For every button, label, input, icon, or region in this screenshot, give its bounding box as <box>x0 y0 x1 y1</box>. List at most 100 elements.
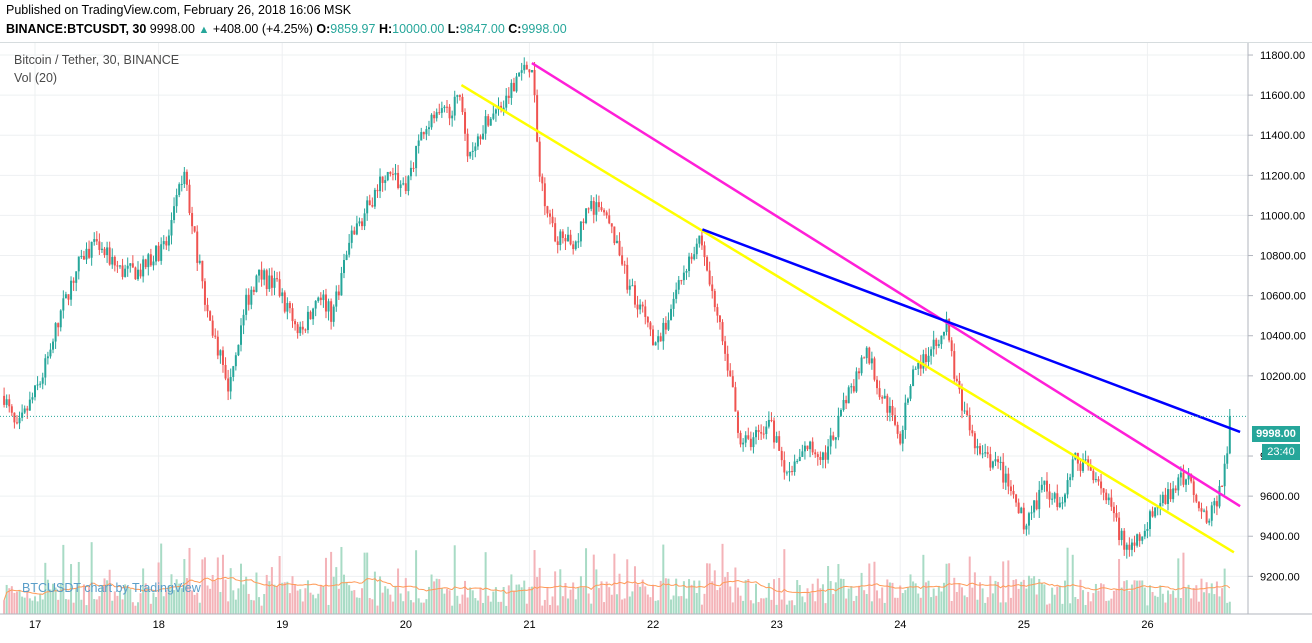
bar-countdown-tag: 23:40 <box>1262 444 1300 460</box>
volume-bar <box>659 580 662 614</box>
volume-bar <box>471 590 474 614</box>
volume-bar <box>806 588 809 614</box>
volume-bar <box>430 574 433 614</box>
candle-body <box>1110 497 1113 507</box>
candle-body <box>646 316 649 323</box>
candle-body <box>201 260 204 282</box>
volume-bar <box>721 543 724 614</box>
volume-bar <box>891 582 894 614</box>
volume-bar <box>21 596 24 614</box>
volume-bar <box>919 597 922 614</box>
volume-bar <box>39 594 42 614</box>
volume-bar <box>507 585 510 614</box>
volume-bar <box>1058 585 1061 614</box>
candle-body <box>487 116 490 126</box>
candle-body <box>129 263 132 266</box>
candle-body <box>203 281 206 305</box>
volume-bar <box>415 550 418 614</box>
candle-body <box>950 340 953 352</box>
volume-bar <box>167 585 170 614</box>
candle-body <box>1015 494 1018 503</box>
volume-bar <box>927 580 930 614</box>
candle-body <box>152 261 155 266</box>
close-value: 9998.00 <box>521 22 567 36</box>
candle-body <box>659 336 662 342</box>
candle-body <box>850 386 853 388</box>
y-tick-label: 9200.00 <box>1260 571 1300 583</box>
volume-bar <box>466 597 469 614</box>
volume-bar <box>791 600 794 614</box>
candle-body <box>1187 473 1190 480</box>
candle-body <box>1035 500 1038 510</box>
volume-bar <box>979 582 982 614</box>
volume-bar <box>340 546 343 614</box>
candle-body <box>451 115 454 119</box>
volume-bar <box>196 592 199 614</box>
volume-bar <box>530 586 533 614</box>
candle-body <box>260 269 263 280</box>
candle-body <box>265 270 268 290</box>
volume-bar <box>3 600 6 614</box>
trend-line-pink <box>531 61 1241 508</box>
candle-body <box>1115 513 1118 518</box>
volume-bar <box>1094 583 1097 614</box>
volume-bar <box>201 559 204 614</box>
candle-body <box>574 241 577 250</box>
candle-body <box>1097 479 1100 482</box>
candle-body <box>1048 491 1051 500</box>
candle-body <box>18 417 21 424</box>
volume-bar <box>131 602 134 614</box>
candle-body <box>113 256 116 266</box>
candle-body <box>626 264 629 290</box>
volume-bar <box>185 578 188 614</box>
volume-bar <box>265 574 268 614</box>
volume-bar <box>1007 560 1010 614</box>
candle-body <box>1138 534 1141 541</box>
volume-bar <box>1097 590 1100 614</box>
volume-bar <box>294 584 297 614</box>
candle-body <box>510 82 513 98</box>
candle-body <box>945 318 948 332</box>
volume-bar <box>930 597 933 614</box>
volume-bar <box>386 588 389 614</box>
volume-bar <box>860 572 863 614</box>
candle-body <box>90 241 93 258</box>
chart-frame[interactable]: 11800.00 11600.00 11400.00 11200.00 11000.00… <box>0 42 1312 638</box>
volume-bar <box>448 590 451 614</box>
volume-bar <box>389 594 392 614</box>
candle-body <box>675 289 678 299</box>
candle-body <box>780 450 783 461</box>
volume-bar <box>549 604 551 614</box>
symbol-label: BINANCE:BTCUSDT, 30 <box>6 22 147 36</box>
volume-bar <box>394 585 397 614</box>
candle-body <box>8 399 11 407</box>
volume-bar <box>41 599 44 614</box>
candle-body <box>600 207 603 211</box>
candle-body <box>538 141 541 177</box>
volume-bar <box>206 585 209 614</box>
candle-body <box>340 273 343 296</box>
volume-bar <box>536 577 539 614</box>
candle-body <box>881 397 884 399</box>
candle-body <box>955 378 958 381</box>
watermark[interactable]: BTCUSDT chart by TradingView <box>22 581 201 595</box>
volume-bar <box>940 591 943 614</box>
candle-body <box>1174 488 1177 491</box>
candle-body <box>551 216 554 224</box>
candle-body <box>466 133 469 157</box>
volume-bar <box>1187 584 1190 614</box>
volume-bar <box>296 590 299 614</box>
volume-bar <box>788 600 791 614</box>
candle-body <box>592 200 595 215</box>
chart-canvas[interactable]: 11800.00 11600.00 11400.00 11200.00 11000.00… <box>0 43 1312 638</box>
candle-body <box>482 133 485 140</box>
candle-body <box>618 240 621 256</box>
candle-body <box>1007 473 1010 487</box>
volume-bar <box>304 588 307 614</box>
volume-bar <box>399 593 402 614</box>
volume-bar <box>1174 597 1177 614</box>
candle-body <box>523 64 526 71</box>
candle-body <box>505 95 508 108</box>
candle-body <box>70 280 73 300</box>
candle-body <box>188 184 191 214</box>
